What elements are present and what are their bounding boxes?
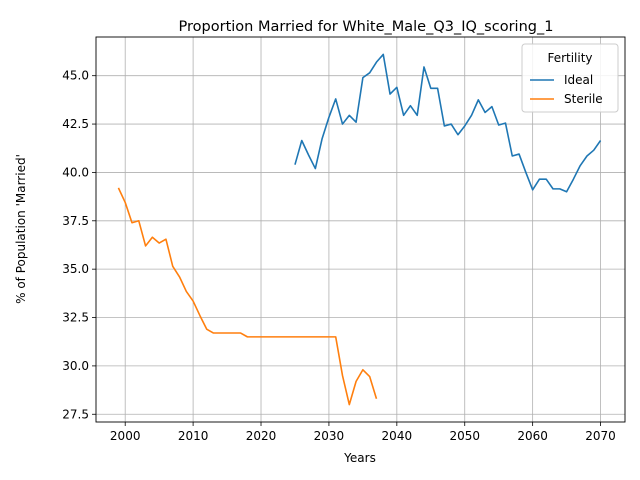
x-tick-label: 2070: [585, 429, 616, 443]
y-tick-label: 40.0: [62, 165, 89, 179]
x-tick-label: 2010: [178, 429, 209, 443]
y-tick-label: 35.0: [62, 262, 89, 276]
x-tick-label: 2060: [517, 429, 548, 443]
y-tick-label: 45.0: [62, 69, 89, 83]
gridlines: [96, 37, 625, 422]
x-tick-label: 2050: [449, 429, 480, 443]
series-line-ideal: [294, 53, 602, 193]
y-tick-label: 30.0: [62, 359, 89, 373]
x-tick-label: 2040: [382, 429, 413, 443]
legend-label-ideal: Ideal: [564, 73, 593, 87]
y-tick-label: 42.5: [62, 117, 89, 131]
x-tick-label: 2000: [110, 429, 141, 443]
legend: Fertility Ideal Sterile: [521, 43, 619, 113]
legend-box: [521, 43, 619, 113]
plot-frame: [95, 36, 626, 423]
y-axis: 27.5 30.0 32.5 35.0 37.5 40.0 42.5 45.0: [62, 69, 96, 421]
x-axis-title: Years: [343, 451, 376, 465]
x-tick-label: 2030: [314, 429, 345, 443]
x-tick-label: 2020: [246, 429, 277, 443]
y-axis-title: % of Population 'Married': [14, 154, 28, 304]
legend-title: Fertility: [547, 51, 592, 65]
series-line-sterile: [117, 187, 378, 406]
y-tick-label: 37.5: [62, 214, 89, 228]
y-tick-label: 27.5: [62, 407, 89, 421]
x-axis: 2000 2010 2020 2030 2040 2050 2060 2070: [110, 422, 616, 443]
chart-title: Proportion Married for White_Male_Q3_IQ_…: [179, 19, 554, 35]
series-lines: [117, 53, 602, 406]
y-tick-label: 32.5: [62, 311, 89, 325]
legend-label-sterile: Sterile: [564, 92, 603, 106]
